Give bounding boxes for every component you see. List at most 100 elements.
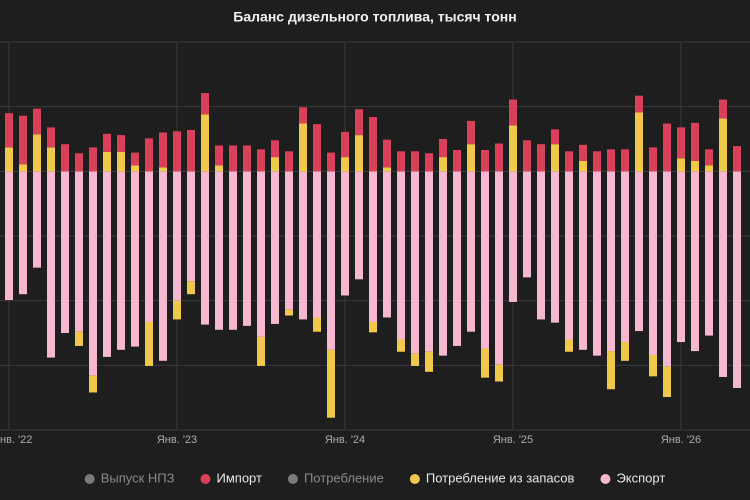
bar-segment xyxy=(201,171,209,325)
bar-segment xyxy=(103,151,111,172)
bar-segment xyxy=(33,171,41,268)
bar-segment xyxy=(33,108,41,135)
bar-segment xyxy=(215,171,223,330)
bar-segment xyxy=(75,171,83,332)
bar-segment xyxy=(579,171,587,350)
x-tick-label: нв. '22 xyxy=(0,434,32,446)
bar-segment xyxy=(607,149,615,172)
bar-segment xyxy=(271,140,279,158)
bar-segment xyxy=(341,157,349,172)
bar-segment xyxy=(705,149,713,166)
bar-segment xyxy=(355,109,363,136)
legend-label: Потребление xyxy=(304,470,384,485)
bar-segment xyxy=(383,167,391,172)
legend-marker xyxy=(600,474,611,484)
bar-segment xyxy=(397,151,405,172)
bar-segment xyxy=(411,171,419,354)
bar-segment xyxy=(733,146,741,172)
bar-segment xyxy=(131,171,139,347)
bar-segment xyxy=(593,151,601,172)
bar-segment xyxy=(621,149,629,172)
bar-segment xyxy=(369,117,377,172)
bar-segment xyxy=(369,171,377,323)
bar-segment xyxy=(523,171,531,278)
bar-segment xyxy=(271,157,279,172)
bar-segment xyxy=(635,112,643,172)
bar-segment xyxy=(173,300,181,320)
bar-segment xyxy=(159,167,167,172)
bar-segment xyxy=(663,366,671,398)
bar-segment xyxy=(145,138,153,172)
bar-segment xyxy=(621,342,629,361)
bar-segment xyxy=(285,309,293,316)
bar-segment xyxy=(103,133,111,152)
legend-label: Экспорт xyxy=(616,470,665,485)
bar-segment xyxy=(719,99,727,119)
bar-segment xyxy=(75,331,83,346)
bar-segment xyxy=(565,171,573,340)
bar-segment xyxy=(313,124,321,172)
x-tick-label: Янв. '26 xyxy=(661,434,701,446)
bar-segment xyxy=(453,171,461,346)
bar-segment xyxy=(467,171,475,332)
bar-segment xyxy=(215,165,223,172)
bar-segment xyxy=(719,118,727,172)
bar-segment xyxy=(439,157,447,172)
bar-segment xyxy=(537,171,545,320)
bar-segment xyxy=(607,171,615,352)
bar-segment xyxy=(19,171,27,295)
bar-segment xyxy=(131,165,139,172)
bar-segment xyxy=(5,171,13,301)
legend-label: Импорт xyxy=(216,470,261,485)
bar-segment xyxy=(257,171,265,337)
legend-marker xyxy=(287,474,298,484)
bar-segment xyxy=(509,99,517,126)
bar-segment xyxy=(677,158,685,172)
bar-segment xyxy=(327,152,335,172)
bar-segment xyxy=(215,145,223,166)
legend-marker xyxy=(84,474,95,484)
bar-segment xyxy=(285,171,293,310)
bar-segment xyxy=(299,107,307,124)
bar-segment xyxy=(439,171,447,356)
bar-segment xyxy=(117,135,125,152)
bar-segment xyxy=(327,171,335,350)
bar-segment xyxy=(47,147,55,172)
bar-segment xyxy=(313,317,321,332)
bar-segment xyxy=(523,140,531,172)
bar-segment xyxy=(201,114,209,172)
bar-segment xyxy=(705,171,713,336)
bar-segment xyxy=(201,93,209,115)
bar-segment xyxy=(243,171,251,326)
bar-segment xyxy=(145,171,153,323)
bar-segment xyxy=(551,129,559,145)
chart-title: Баланс дизельного топлива, тысяч тонн xyxy=(233,9,516,25)
bar-segment xyxy=(19,115,27,165)
bar-segment xyxy=(495,143,503,172)
bar-segment xyxy=(579,160,587,172)
bar-segment xyxy=(229,171,237,330)
bar-segment xyxy=(733,171,741,388)
bar-segment xyxy=(341,171,349,296)
bar-segment xyxy=(453,149,461,172)
bar-segment xyxy=(47,171,55,358)
bar-segment xyxy=(257,149,265,172)
bar-segment xyxy=(663,171,671,367)
bar-segment xyxy=(691,122,699,161)
bar-segment xyxy=(439,139,447,158)
legend-marker xyxy=(200,474,211,484)
bar-segment xyxy=(649,147,657,172)
bar-segment xyxy=(509,125,517,172)
bar-segment xyxy=(509,171,517,302)
bar-segment xyxy=(131,152,139,166)
bar-segment xyxy=(159,171,167,361)
bar-segment xyxy=(383,171,391,318)
bar-segment xyxy=(495,171,503,365)
bar-segment xyxy=(383,139,391,168)
bar-segment xyxy=(551,144,559,172)
bar-segment xyxy=(677,127,685,159)
bar-segment xyxy=(593,171,601,356)
legend-label: Потребление из запасов xyxy=(426,470,575,485)
